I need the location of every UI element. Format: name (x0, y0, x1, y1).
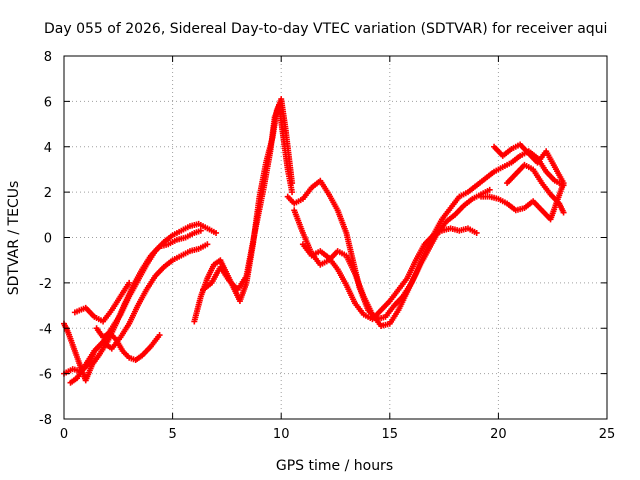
x-axis-title: GPS time / hours (276, 458, 393, 474)
x-tick-label: 15 (382, 427, 399, 442)
series-track-10 (299, 225, 480, 323)
series-track-7 (200, 102, 296, 293)
series-track-12 (504, 161, 567, 216)
series-track-11 (478, 141, 567, 223)
data-point-marker (213, 229, 220, 236)
y-tick-label: 0 (44, 232, 52, 247)
series-track-4 (93, 325, 163, 364)
axis-layer: 0 5 10 15 20 25 -8 -6 -4 -2 0 2 4 6 8 (39, 50, 615, 442)
series-layer (61, 96, 567, 386)
x-tick-label: 25 (599, 427, 616, 442)
x-tick-label: 20 (490, 427, 507, 442)
y-tick-label: 8 (44, 50, 52, 65)
y-axis-title: SDTVAR / TECUs (6, 181, 22, 296)
data-point-marker (197, 227, 204, 234)
x-tick-label: 10 (273, 427, 290, 442)
series-track-3 (61, 241, 211, 377)
data-point-marker (560, 209, 567, 216)
data-point-marker (478, 193, 485, 200)
data-point-marker (204, 241, 211, 248)
y-tick-label: -2 (39, 277, 52, 292)
data-point-marker (156, 332, 163, 339)
y-tick-label: 6 (44, 95, 52, 110)
chart-title: Day 055 of 2026, Sidereal Day-to-day VTE… (44, 21, 607, 37)
data-point-marker (473, 229, 480, 236)
x-tick-label: 5 (168, 427, 176, 442)
y-tick-label: -6 (39, 368, 52, 383)
data-point-marker (126, 279, 133, 286)
y-tick-label: 4 (44, 141, 52, 156)
x-tick-label: 0 (60, 427, 68, 442)
series-track-5 (71, 279, 133, 325)
y-tick-label: 2 (44, 186, 52, 201)
data-point-marker (486, 186, 493, 193)
y-tick-label: -4 (39, 322, 52, 337)
series-track-9 (291, 148, 567, 329)
data-point-marker (289, 189, 296, 196)
y-tick-label: -8 (39, 413, 52, 428)
